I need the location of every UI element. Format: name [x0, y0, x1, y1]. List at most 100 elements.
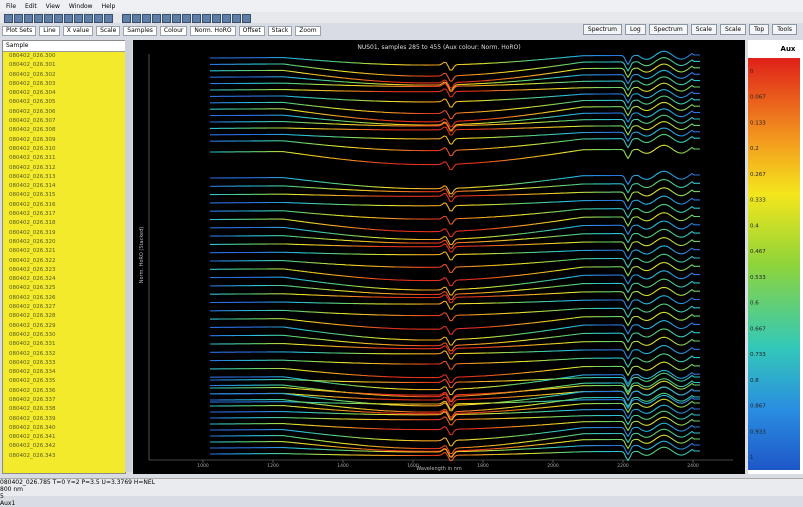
toolbar-icon[interactable] [142, 14, 151, 23]
sample-item[interactable]: 080402_026.319 [3, 229, 125, 238]
menu-item[interactable]: Edit [25, 3, 37, 10]
toolbar-icon[interactable] [172, 14, 181, 23]
toolbar-icon[interactable] [94, 14, 103, 23]
sample-item[interactable]: 080402_026.330 [3, 331, 125, 340]
sample-item[interactable]: 080402_026.300 [3, 52, 125, 61]
view-button[interactable]: Spectrum [649, 24, 688, 35]
view-button[interactable]: Scale [720, 24, 746, 35]
sample-item[interactable]: 080402_026.304 [3, 89, 125, 98]
sample-item[interactable]: 080402_026.328 [3, 312, 125, 321]
toolbar-icon[interactable] [74, 14, 83, 23]
sample-item[interactable]: 080402_026.305 [3, 98, 125, 107]
sample-item[interactable]: 080402_026.329 [3, 322, 125, 331]
sample-item[interactable]: 080402_026.327 [3, 303, 125, 312]
sample-item[interactable]: 080402_026.335 [3, 377, 125, 386]
sample-item[interactable]: 080402_026.310 [3, 145, 125, 154]
toolbar-icon[interactable] [14, 14, 23, 23]
toolbar-icon[interactable] [222, 14, 231, 23]
toolbar-icon[interactable] [44, 14, 53, 23]
status-bar: 080402_026.785 T=0 Y=2 P=3.5 U=3.3769 H=… [0, 478, 803, 496]
sample-item[interactable]: 080402_026.341 [3, 433, 125, 442]
toolbar-field[interactable]: Scale [96, 26, 120, 36]
sample-item[interactable]: 080402_026.318 [3, 219, 125, 228]
toolbar-icon[interactable] [34, 14, 43, 23]
toolbar-field[interactable]: Stack [268, 26, 293, 36]
sample-item[interactable]: 080402_026.311 [3, 154, 125, 163]
toolbar-field[interactable]: Plot Sets [2, 26, 36, 36]
toolbar-icon[interactable] [4, 14, 13, 23]
sample-item[interactable]: 080402_026.314 [3, 182, 125, 191]
view-button[interactable]: Tools [772, 24, 797, 35]
sample-item[interactable]: 080402_026.317 [3, 210, 125, 219]
toolbar-icon[interactable] [54, 14, 63, 23]
sample-item[interactable]: 080402_026.332 [3, 350, 125, 359]
sample-item[interactable]: 080402_026.308 [3, 126, 125, 135]
status-text: 080402_026.785 T=0 Y=2 P=3.5 U=3.3769 H=… [0, 479, 803, 486]
sample-item[interactable]: 080402_026.333 [3, 359, 125, 368]
sample-item[interactable]: 080402_026.306 [3, 108, 125, 117]
toolbar-icon[interactable] [152, 14, 161, 23]
sample-item[interactable]: 080402_026.323 [3, 266, 125, 275]
toolbar-icon[interactable] [162, 14, 171, 23]
sample-item[interactable]: 080402_026.302 [3, 71, 125, 80]
sample-item[interactable]: 080402_026.325 [3, 284, 125, 293]
colorbar-label: 0.733 [750, 352, 766, 358]
menu-item[interactable]: View [46, 3, 60, 10]
menu-item[interactable]: Help [102, 3, 116, 10]
toolbar-field[interactable]: Zoom [295, 26, 320, 36]
sample-item[interactable]: 080402_026.343 [3, 452, 125, 461]
sample-item[interactable]: 080402_026.309 [3, 136, 125, 145]
status-text: 5 [0, 493, 803, 500]
toolbar-field[interactable]: Colour [160, 26, 187, 36]
view-button[interactable]: Log [625, 24, 646, 35]
x-tick-label: 1400 [337, 463, 349, 469]
sample-item[interactable]: 080402_026.339 [3, 415, 125, 424]
toolbar-field[interactable]: Line [39, 26, 60, 36]
menu-item[interactable]: File [6, 3, 16, 10]
toolbar-icon[interactable] [24, 14, 33, 23]
sample-item[interactable]: 080402_026.320 [3, 238, 125, 247]
toolbar-icon[interactable] [104, 14, 113, 23]
toolbar-icon[interactable] [122, 14, 131, 23]
toolbar-icon[interactable] [182, 14, 191, 23]
toolbar-icon[interactable] [132, 14, 141, 23]
sample-item[interactable]: 080402_026.315 [3, 191, 125, 200]
sample-item[interactable]: 080402_026.340 [3, 424, 125, 433]
sample-item[interactable]: 080402_026.334 [3, 368, 125, 377]
toolbar-field[interactable]: Samples [123, 26, 157, 36]
sample-item[interactable]: 080402_026.322 [3, 257, 125, 266]
sample-item[interactable]: 080402_026.303 [3, 80, 125, 89]
sample-item[interactable]: 080402_026.307 [3, 117, 125, 126]
toolbar-icon[interactable] [242, 14, 251, 23]
colorbar-label: 0.533 [750, 275, 766, 281]
toolbar-field[interactable]: X value [63, 26, 93, 36]
sample-list: Sample080402_026.300080402_026.301080402… [2, 40, 126, 474]
view-button[interactable]: Top [749, 24, 769, 35]
sample-item[interactable]: 080402_026.336 [3, 387, 125, 396]
view-button[interactable]: Scale [691, 24, 717, 35]
toolbar-icon[interactable] [64, 14, 73, 23]
sample-item[interactable]: 080402_026.312 [3, 164, 125, 173]
toolbar-icon[interactable] [232, 14, 241, 23]
toolbar-icon[interactable] [84, 14, 93, 23]
toolbar-field[interactable]: Norm. HoRO [190, 26, 235, 36]
sample-item[interactable]: 080402_026.316 [3, 201, 125, 210]
menu-item[interactable]: Window [69, 3, 93, 10]
toolbar-field[interactable]: Offset [239, 26, 265, 36]
status-text: Aux1 [0, 500, 803, 507]
sample-item[interactable]: 080402_026.313 [3, 173, 125, 182]
toolbar-icon[interactable] [192, 14, 201, 23]
sample-item[interactable]: 080402_026.324 [3, 275, 125, 284]
sample-item[interactable]: 080402_026.342 [3, 442, 125, 451]
scrollbar[interactable] [125, 40, 132, 472]
toolbar-icon[interactable] [212, 14, 221, 23]
status-text: 800 nm [0, 486, 803, 493]
sample-item[interactable]: 080402_026.301 [3, 61, 125, 70]
sample-item[interactable]: 080402_026.337 [3, 396, 125, 405]
sample-item[interactable]: 080402_026.338 [3, 405, 125, 414]
sample-item[interactable]: 080402_026.326 [3, 294, 125, 303]
sample-item[interactable]: 080402_026.321 [3, 247, 125, 256]
toolbar-icon[interactable] [202, 14, 211, 23]
view-button[interactable]: Spectrum [583, 24, 622, 35]
sample-item[interactable]: 080402_026.331 [3, 340, 125, 349]
